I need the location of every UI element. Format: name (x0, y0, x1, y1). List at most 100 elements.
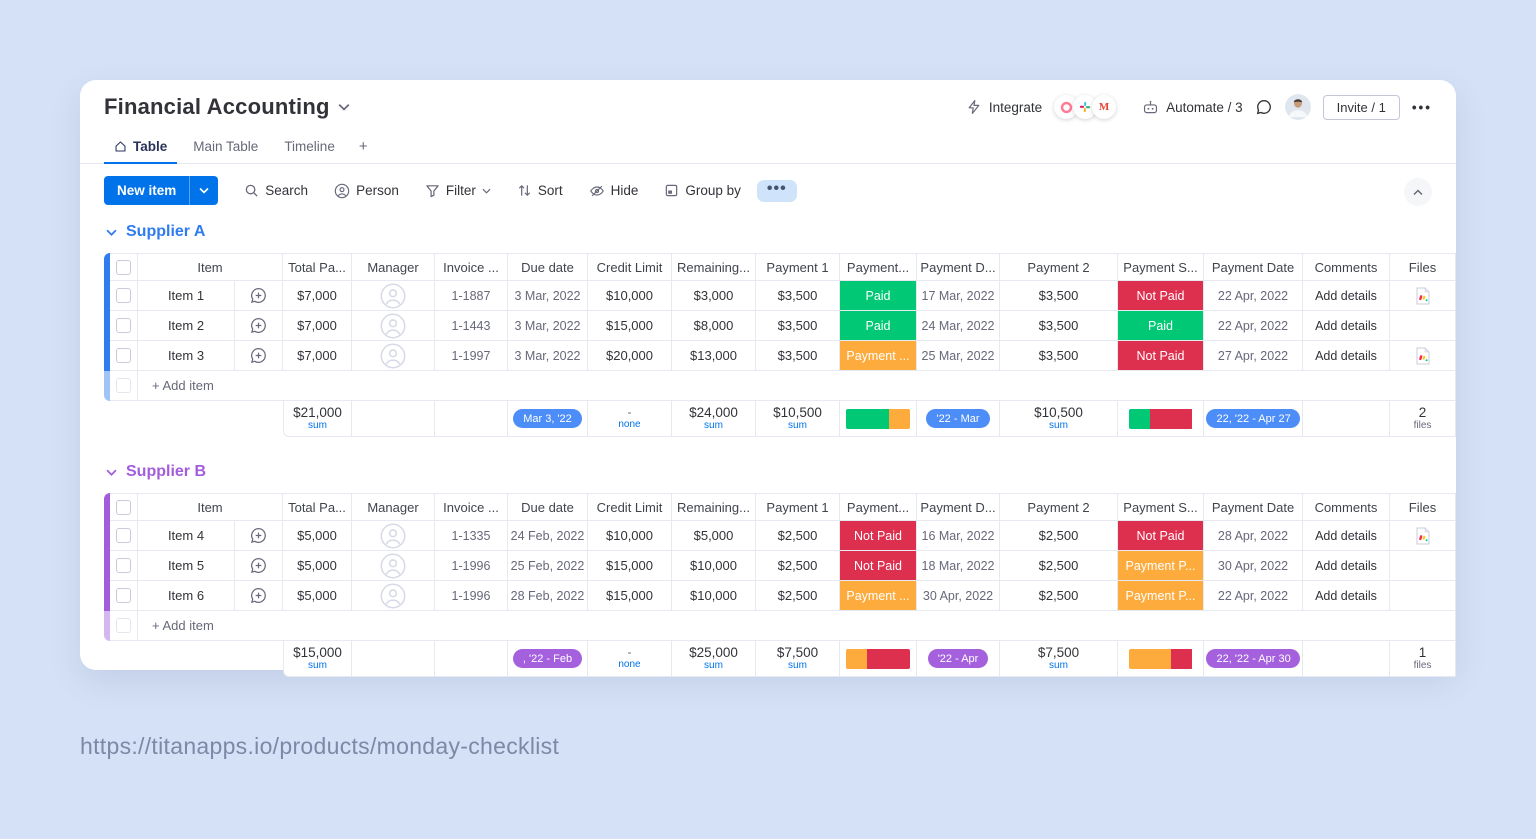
column-header-comments[interactable]: Comments (1303, 253, 1390, 281)
invoice-cell[interactable]: 1-1996 (435, 551, 508, 581)
file-doc-icon[interactable] (1415, 346, 1431, 365)
payment-due-cell[interactable]: 16 Mar, 2022 (917, 521, 1000, 551)
remaining-cell[interactable]: $13,000 (672, 341, 756, 371)
payment-status-2-cell[interactable]: Paid (1118, 311, 1204, 341)
files-cell[interactable] (1390, 521, 1456, 551)
payment-1-cell[interactable]: $3,500 (756, 311, 840, 341)
payment-due-cell[interactable]: 17 Mar, 2022 (917, 281, 1000, 311)
manager-cell[interactable] (352, 521, 435, 551)
group-name[interactable]: Supplier B (126, 463, 207, 480)
payment-date-cell[interactable]: 30 Apr, 2022 (1204, 551, 1303, 581)
item-name-cell[interactable]: Item 2 (138, 311, 235, 341)
column-header-payment-2[interactable]: Payment 2 (1000, 493, 1118, 521)
files-cell[interactable] (1390, 551, 1456, 581)
payment-date-cell[interactable]: 22 Apr, 2022 (1204, 581, 1303, 611)
column-header-files[interactable]: Files (1390, 493, 1456, 521)
credit-limit-cell[interactable]: $15,000 (588, 311, 672, 341)
column-header-invoice-[interactable]: Invoice ... (435, 253, 508, 281)
total-paid-cell[interactable]: $5,000 (283, 581, 352, 611)
column-header-due-date[interactable]: Due date (508, 253, 588, 281)
row-checkbox[interactable] (116, 588, 131, 603)
hide-button[interactable]: Hide (579, 177, 649, 205)
integration-badge-gmail-icon[interactable]: M (1092, 95, 1117, 119)
conversation-plus-icon[interactable] (249, 346, 268, 365)
payment-status-2-cell[interactable]: Payment P... (1118, 551, 1204, 581)
invoice-cell[interactable]: 1-1997 (435, 341, 508, 371)
column-header-payment-d-[interactable]: Payment D... (917, 493, 1000, 521)
row-checkbox-cell[interactable] (110, 281, 138, 311)
payment-status-cell[interactable]: Not Paid (840, 521, 917, 551)
payment-status-cell[interactable]: Payment ... (840, 581, 917, 611)
column-header-files[interactable]: Files (1390, 253, 1456, 281)
payment-date-cell[interactable]: 22 Apr, 2022 (1204, 311, 1303, 341)
page-url[interactable]: https://titanapps.io/products/monday-che… (80, 733, 560, 759)
conversation-plus-icon[interactable] (249, 316, 268, 335)
payment-2-cell[interactable]: $3,500 (1000, 281, 1118, 311)
manager-cell[interactable] (352, 311, 435, 341)
select-all-checkbox-cell[interactable] (110, 253, 138, 281)
total-paid-cell[interactable]: $7,000 (283, 311, 352, 341)
column-header-manager[interactable]: Manager (352, 493, 435, 521)
credit-limit-cell[interactable]: $15,000 (588, 551, 672, 581)
invite-button[interactable]: Invite / 1 (1322, 94, 1400, 120)
collapse-all-button[interactable] (1404, 178, 1432, 206)
payment-status-cell[interactable]: Paid (840, 281, 917, 311)
board-menu-icon[interactable]: ••• (1411, 99, 1432, 115)
person-filter-button[interactable]: Person (324, 177, 409, 205)
group-collapse-icon[interactable] (106, 469, 117, 476)
select-all-checkbox-cell[interactable] (110, 493, 138, 521)
group-header[interactable]: Supplier A (106, 223, 1456, 241)
conversation-cell[interactable] (235, 581, 283, 611)
row-checkbox[interactable] (116, 528, 131, 543)
item-name-cell[interactable]: Item 3 (138, 341, 235, 371)
tab-timeline[interactable]: Timeline (274, 130, 345, 163)
payment-date-cell[interactable]: 27 Apr, 2022 (1204, 341, 1303, 371)
column-header-manager[interactable]: Manager (352, 253, 435, 281)
comments-cell[interactable]: Add details (1303, 521, 1390, 551)
group-header[interactable]: Supplier B (106, 463, 1456, 481)
row-checkbox-cell[interactable] (110, 311, 138, 341)
column-header-item[interactable]: Item (138, 493, 283, 521)
file-doc-icon[interactable] (1415, 526, 1431, 545)
item-name-cell[interactable]: Item 6 (138, 581, 235, 611)
select-all-checkbox[interactable] (116, 499, 131, 515)
chat-bubble-icon[interactable] (1255, 98, 1273, 116)
column-header-payment-2[interactable]: Payment 2 (1000, 253, 1118, 281)
search-button[interactable]: Search (234, 177, 318, 204)
conversation-plus-icon[interactable] (249, 286, 268, 305)
comments-cell[interactable]: Add details (1303, 581, 1390, 611)
payment-status-2-cell[interactable]: Not Paid (1118, 341, 1204, 371)
payment-2-cell[interactable]: $2,500 (1000, 551, 1118, 581)
conversation-plus-icon[interactable] (249, 526, 268, 545)
manager-cell[interactable] (352, 281, 435, 311)
due-date-cell[interactable]: 3 Mar, 2022 (508, 311, 588, 341)
payment-2-cell[interactable]: $3,500 (1000, 311, 1118, 341)
due-date-cell[interactable]: 24 Feb, 2022 (508, 521, 588, 551)
integration-badges[interactable]: M (1054, 95, 1117, 119)
column-header-remaining-[interactable]: Remaining... (672, 253, 756, 281)
conversation-cell[interactable] (235, 341, 283, 371)
automate-button[interactable]: Automate / 3 (1142, 99, 1243, 116)
payment-due-cell[interactable]: 18 Mar, 2022 (917, 551, 1000, 581)
row-checkbox-cell[interactable] (110, 521, 138, 551)
row-checkbox-cell[interactable] (110, 581, 138, 611)
conversation-cell[interactable] (235, 521, 283, 551)
total-paid-cell[interactable]: $7,000 (283, 341, 352, 371)
payment-due-cell[interactable]: 24 Mar, 2022 (917, 311, 1000, 341)
credit-limit-cell[interactable]: $10,000 (588, 521, 672, 551)
column-header-payment-d-[interactable]: Payment D... (917, 253, 1000, 281)
group-name[interactable]: Supplier A (126, 223, 206, 240)
due-date-cell[interactable]: 28 Feb, 2022 (508, 581, 588, 611)
column-header-payment-date[interactable]: Payment Date (1204, 253, 1303, 281)
manager-cell[interactable] (352, 581, 435, 611)
row-checkbox[interactable] (116, 288, 131, 303)
toolbar-more-button[interactable]: ••• (756, 179, 797, 202)
comments-cell[interactable]: Add details (1303, 281, 1390, 311)
manager-cell[interactable] (352, 551, 435, 581)
column-header-due-date[interactable]: Due date (508, 493, 588, 521)
invoice-cell[interactable]: 1-1335 (435, 521, 508, 551)
files-cell[interactable] (1390, 281, 1456, 311)
remaining-cell[interactable]: $5,000 (672, 521, 756, 551)
comments-cell[interactable]: Add details (1303, 311, 1390, 341)
row-checkbox[interactable] (116, 558, 131, 573)
